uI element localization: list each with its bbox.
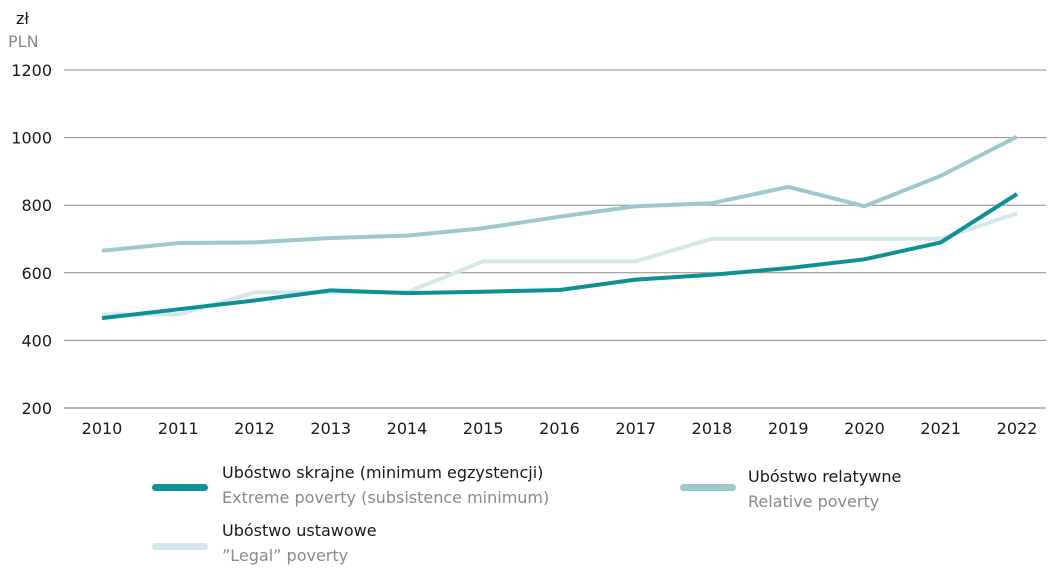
legend-label-legal: Ubóstwo ustawowe <box>222 521 377 540</box>
series-lines <box>101 134 1019 321</box>
y-tick-label: 1000 <box>11 129 52 148</box>
x-tick-label: 2013 <box>310 419 351 438</box>
x-tick-label: 2010 <box>82 419 123 438</box>
legend-label-extreme: Ubóstwo skrajne (minimum egzystencji) <box>222 463 544 482</box>
x-tick-label: 2022 <box>997 419 1038 438</box>
y-tick-label: 400 <box>21 331 52 350</box>
x-tick-label: 2015 <box>463 419 504 438</box>
gridlines <box>64 69 1046 409</box>
y-tick-label: 1200 <box>11 61 52 80</box>
x-axis-ticks: 2010 2011 2012 2013 2014 2015 2016 2017 2018 2019… <box>82 419 1038 438</box>
legend-swatch-extreme <box>152 484 208 491</box>
series-line-extreme <box>101 192 1019 321</box>
legend-label-legal-en: ”Legal” poverty <box>222 546 349 565</box>
y-tick-label: 600 <box>21 264 52 283</box>
series-line-relative <box>101 134 1018 253</box>
y-tick-label: 800 <box>21 196 52 215</box>
x-tick-label: 2016 <box>539 419 580 438</box>
series-line-legal <box>102 211 1018 317</box>
y-unit-label-pl: zł <box>16 9 29 28</box>
y-tick-label: 200 <box>21 399 52 418</box>
legend-label-relative-en: Relative poverty <box>748 492 880 511</box>
legend-swatch-legal <box>152 543 208 550</box>
x-tick-label: 2017 <box>615 419 656 438</box>
x-tick-label: 2018 <box>692 419 733 438</box>
y-axis-ticks: 200 400 600 800 1000 1200 <box>11 61 52 418</box>
legend-label-extreme-en: Extreme poverty (subsistence minimum) <box>222 488 550 507</box>
x-tick-label: 2011 <box>158 419 199 438</box>
x-tick-label: 2012 <box>234 419 275 438</box>
legend-swatch-relative <box>680 484 736 491</box>
x-tick-label: 2019 <box>768 419 809 438</box>
x-tick-label: 2021 <box>920 419 961 438</box>
y-unit-label-en: PLN <box>8 32 39 51</box>
x-tick-label: 2014 <box>387 419 428 438</box>
legend-label-relative: Ubóstwo relatywne <box>748 467 902 486</box>
x-tick-label: 2020 <box>844 419 885 438</box>
